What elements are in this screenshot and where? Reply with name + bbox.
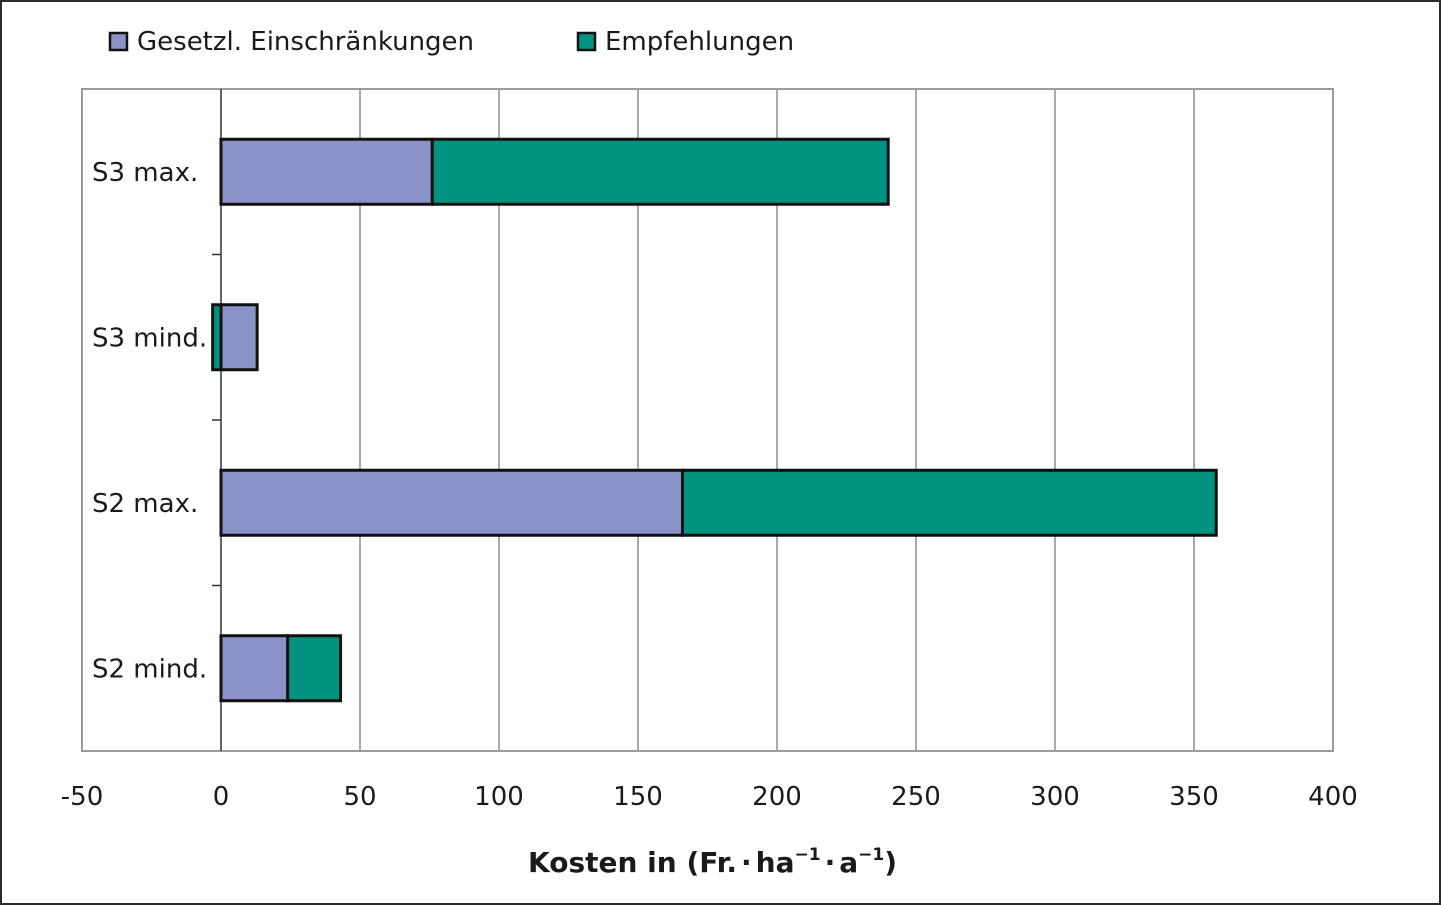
legend-label: Gesetzl. Einschränkungen — [137, 27, 474, 57]
x-tick-label: 400 — [1308, 782, 1358, 812]
bar-gesetzl — [219, 137, 434, 206]
bars — [211, 137, 1218, 703]
x-tick-label: 300 — [1030, 782, 1080, 812]
bar-empfehlungen — [680, 468, 1218, 537]
bar-empfehlungen — [430, 137, 890, 206]
x-tick-label: 150 — [613, 782, 663, 812]
x-axis-title: Kosten in (Fr. · ha−1 · a−1) — [528, 845, 897, 879]
x-tick-label: 200 — [752, 782, 802, 812]
x-tick-label: 250 — [891, 782, 941, 812]
bar-gesetzl — [219, 468, 684, 537]
bar-gesetzl — [219, 303, 259, 372]
category-label: S2 mind. — [92, 654, 207, 684]
category-label: S3 max. — [92, 158, 198, 188]
x-tick-label: -50 — [61, 782, 103, 812]
plot-area — [81, 88, 1334, 752]
category-labels: S3 max. S3 mind. S2 max. S2 mind. — [92, 158, 207, 685]
category-label: S3 mind. — [92, 323, 207, 353]
bar-empfehlungen — [211, 303, 223, 372]
x-tick-label: 100 — [474, 782, 524, 812]
bar-gesetzl — [219, 634, 290, 703]
x-tick-label: 50 — [343, 782, 376, 812]
x-tick-labels: -50 0 50 100 150 200 250 300 350 400 — [61, 782, 1358, 812]
legend-swatch — [108, 31, 129, 52]
x-tick-label: 0 — [213, 782, 230, 812]
bar-empfehlungen — [286, 634, 343, 703]
legend-swatch — [576, 31, 597, 52]
category-label: S2 max. — [92, 489, 198, 519]
legend: Gesetzl. Einschränkungen Empfehlungen — [108, 27, 794, 57]
x-tick-label: 350 — [1169, 782, 1219, 812]
legend-label: Empfehlungen — [605, 27, 794, 57]
